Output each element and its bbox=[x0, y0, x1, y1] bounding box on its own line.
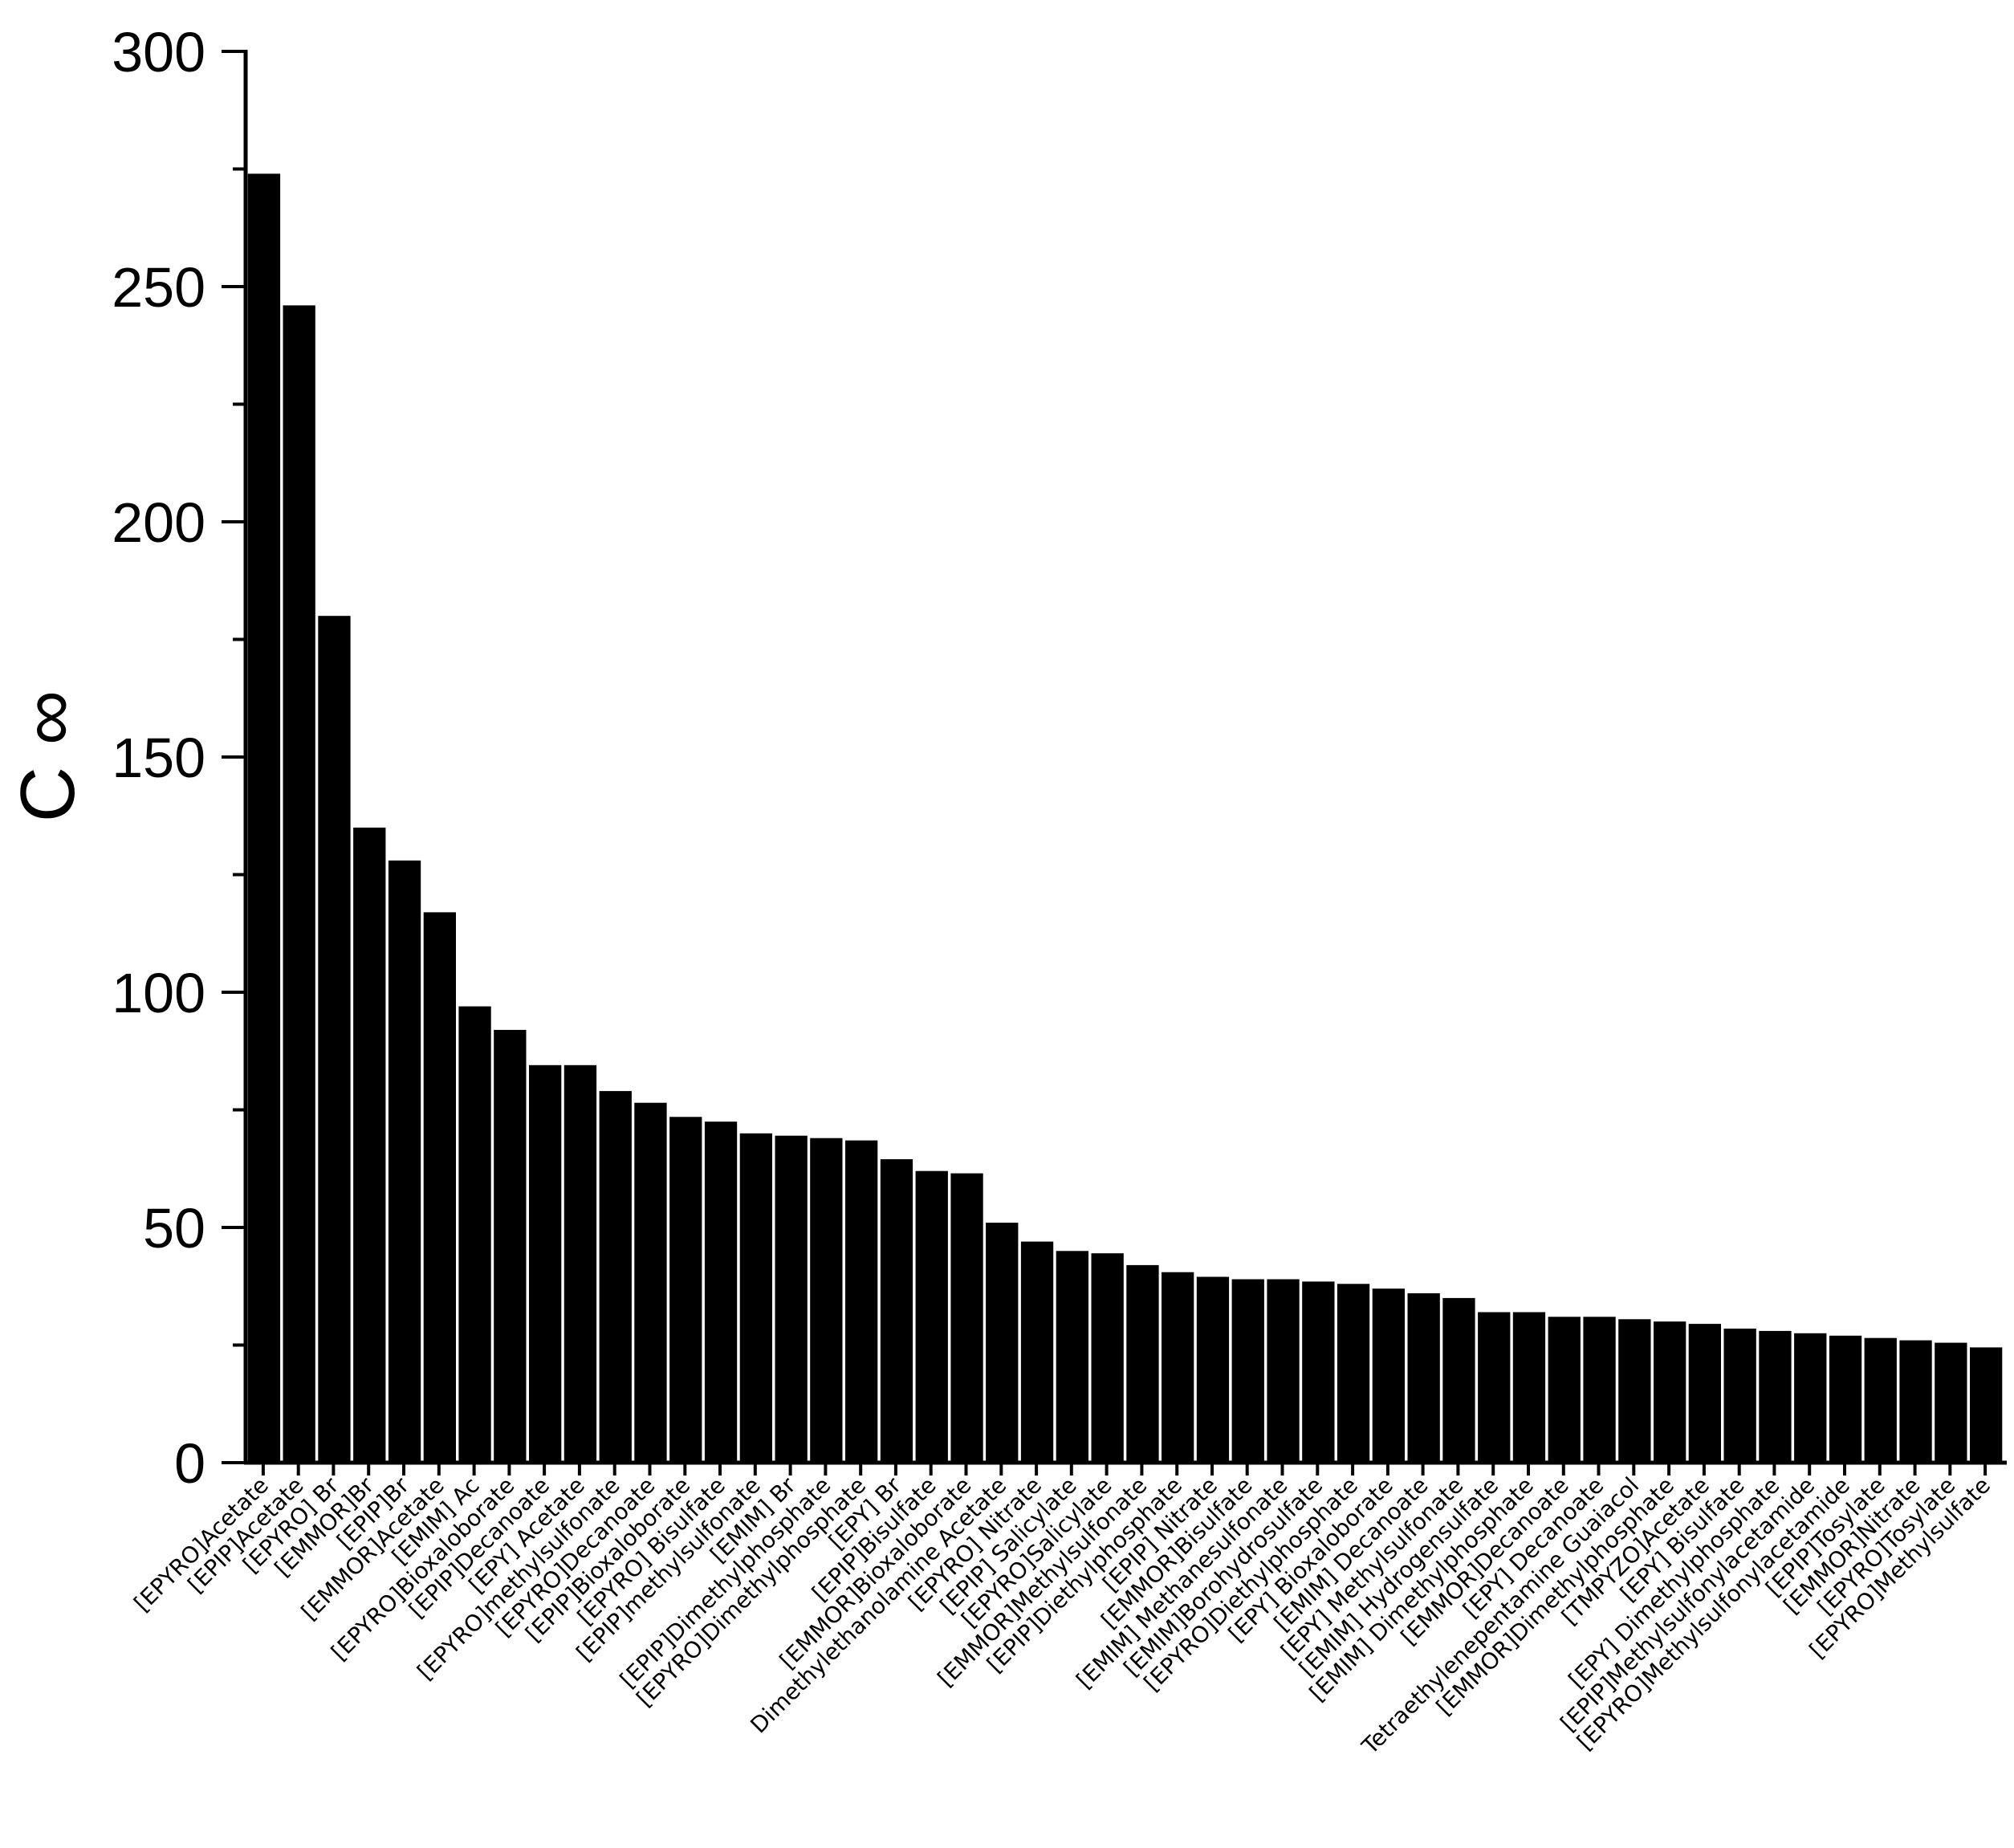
bar bbox=[704, 1121, 738, 1463]
bar bbox=[1688, 1324, 1721, 1463]
bar bbox=[1829, 1335, 1862, 1463]
y-tick-label: 200 bbox=[112, 491, 205, 554]
bar bbox=[1899, 1340, 1932, 1463]
bar bbox=[1794, 1333, 1827, 1463]
y-tick-label: 0 bbox=[174, 1432, 205, 1495]
bar bbox=[1231, 1279, 1264, 1463]
bar bbox=[810, 1138, 843, 1463]
x-axis-ticks: [EPYRO]Acetate[EPIP]Acetate[EPYRO] Br[EM… bbox=[129, 1463, 1996, 1760]
bar bbox=[1020, 1241, 1054, 1463]
bar bbox=[494, 1029, 527, 1463]
bar bbox=[1302, 1281, 1335, 1463]
bar bbox=[1372, 1288, 1405, 1463]
bar bbox=[1970, 1347, 2003, 1463]
bar bbox=[1723, 1329, 1756, 1463]
bar bbox=[845, 1140, 878, 1463]
bar bbox=[1056, 1251, 1088, 1463]
bar bbox=[423, 912, 456, 1463]
bar bbox=[1583, 1317, 1616, 1463]
bar bbox=[739, 1133, 772, 1463]
bar bbox=[669, 1117, 702, 1463]
y-tick-label: 250 bbox=[112, 256, 205, 319]
y-axis-ticks: 0 50 100 150 200 250 300 bbox=[112, 21, 246, 1495]
bar bbox=[283, 305, 315, 1463]
bar bbox=[1618, 1319, 1651, 1463]
bar bbox=[1935, 1342, 1967, 1463]
bar bbox=[1091, 1253, 1124, 1463]
bar bbox=[1337, 1284, 1370, 1463]
bar bbox=[1654, 1321, 1686, 1463]
bar bbox=[1162, 1272, 1194, 1463]
bar bbox=[1196, 1276, 1230, 1463]
bar bbox=[1126, 1264, 1159, 1463]
bar bbox=[247, 173, 281, 1463]
bar bbox=[318, 616, 351, 1463]
y-axis-label: C ∞ bbox=[5, 690, 91, 822]
bar bbox=[880, 1159, 913, 1463]
bar bbox=[986, 1223, 1019, 1463]
bar bbox=[1267, 1279, 1300, 1463]
bar bbox=[1407, 1293, 1440, 1463]
bar bbox=[775, 1135, 808, 1463]
bar bbox=[1512, 1312, 1546, 1463]
y-tick-label: 50 bbox=[143, 1197, 205, 1260]
bar bbox=[1478, 1312, 1511, 1463]
bar bbox=[599, 1091, 632, 1463]
bar bbox=[1442, 1297, 1475, 1463]
bar bbox=[634, 1102, 667, 1463]
bar bbox=[950, 1173, 983, 1463]
y-tick-label: 100 bbox=[112, 962, 205, 1024]
bars-group bbox=[247, 173, 2003, 1463]
bar bbox=[1548, 1317, 1581, 1463]
y-tick-label: 150 bbox=[112, 727, 205, 789]
bar bbox=[353, 827, 386, 1463]
y-tick-label: 300 bbox=[112, 21, 205, 83]
bar bbox=[529, 1064, 562, 1463]
bar bbox=[1759, 1330, 1792, 1463]
bar bbox=[564, 1064, 597, 1463]
bar bbox=[1864, 1337, 1897, 1463]
bar bbox=[458, 1006, 491, 1463]
bar bbox=[915, 1170, 948, 1463]
bar bbox=[388, 860, 421, 1463]
